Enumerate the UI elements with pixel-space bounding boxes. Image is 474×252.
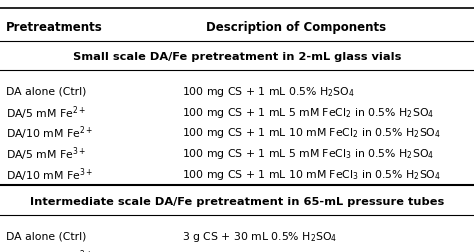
Text: 100 mg CS + 1 mL 0.5% H$_2$SO$_4$: 100 mg CS + 1 mL 0.5% H$_2$SO$_4$ bbox=[182, 85, 355, 99]
Text: 100 mg CS + 1 mL 10 mM FeCl$_3$ in 0.5% H$_2$SO$_4$: 100 mg CS + 1 mL 10 mM FeCl$_3$ in 0.5% … bbox=[182, 167, 441, 181]
Text: DA/5 mM Fe$^{2+}$: DA/5 mM Fe$^{2+}$ bbox=[6, 104, 86, 121]
Text: DA alone (Ctrl): DA alone (Ctrl) bbox=[6, 231, 86, 241]
Text: DA/10 mM Fe$^{2+}$: DA/10 mM Fe$^{2+}$ bbox=[6, 124, 93, 142]
Text: 100 mg CS + 1 mL 5 mM FeCl$_2$ in 0.5% H$_2$SO$_4$: 100 mg CS + 1 mL 5 mM FeCl$_2$ in 0.5% H… bbox=[182, 105, 435, 119]
Text: DA alone (Ctrl): DA alone (Ctrl) bbox=[6, 87, 86, 97]
Text: DA/10 mM Fe$^{2+}$: DA/10 mM Fe$^{2+}$ bbox=[6, 247, 93, 252]
Text: 3 g CS + 30 mL 0.5% H$_2$SO$_4$: 3 g CS + 30 mL 0.5% H$_2$SO$_4$ bbox=[182, 229, 337, 243]
Text: Small scale DA/Fe pretreatment in 2-mL glass vials: Small scale DA/Fe pretreatment in 2-mL g… bbox=[73, 52, 401, 62]
Text: 100 mg CS + 1 mL 10 mM FeCl$_2$ in 0.5% H$_2$SO$_4$: 100 mg CS + 1 mL 10 mM FeCl$_2$ in 0.5% … bbox=[182, 126, 441, 140]
Text: 100 mg CS + 1 mL 5 mM FeCl$_3$ in 0.5% H$_2$SO$_4$: 100 mg CS + 1 mL 5 mM FeCl$_3$ in 0.5% H… bbox=[182, 147, 435, 161]
Text: DA/10 mM Fe$^{3+}$: DA/10 mM Fe$^{3+}$ bbox=[6, 166, 93, 183]
Text: Description of Components: Description of Components bbox=[206, 21, 386, 34]
Text: Pretreatments: Pretreatments bbox=[6, 21, 102, 34]
Text: Intermediate scale DA/Fe pretreatment in 65-mL pressure tubes: Intermediate scale DA/Fe pretreatment in… bbox=[30, 196, 444, 206]
Text: DA/5 mM Fe$^{3+}$: DA/5 mM Fe$^{3+}$ bbox=[6, 145, 86, 162]
Text: 3 g CS + 30 mL 10 mM FeCl$_2$ in 0.5% H$_2$SO$_4$: 3 g CS + 30 mL 10 mM FeCl$_2$ in 0.5% H$… bbox=[182, 249, 424, 252]
